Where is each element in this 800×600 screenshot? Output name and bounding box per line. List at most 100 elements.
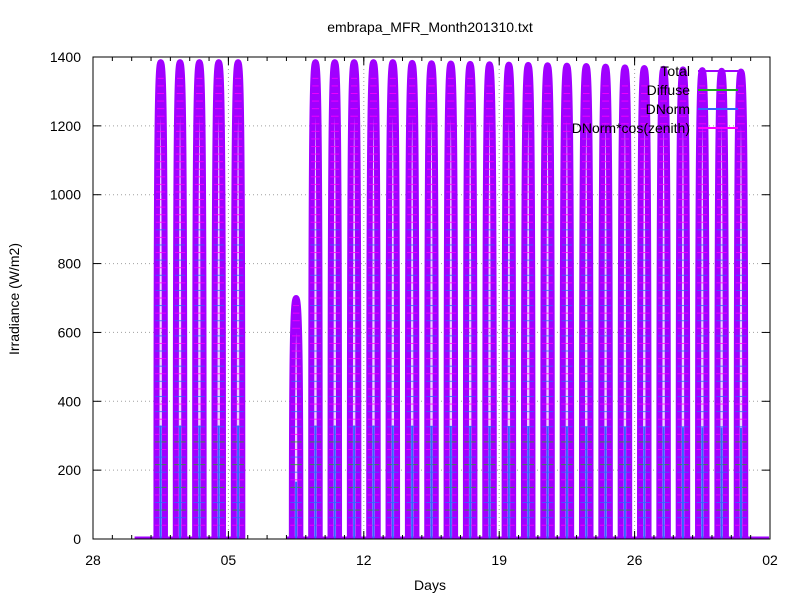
legend-entry-label: DNorm bbox=[646, 101, 690, 117]
x-tick-label: 28 bbox=[85, 552, 101, 568]
legend-entry-label: DNorm*cos(zenith) bbox=[572, 120, 690, 136]
day-band bbox=[327, 59, 343, 540]
day-band bbox=[617, 64, 633, 540]
x-tick-label: 26 bbox=[627, 552, 643, 568]
total-series-mark bbox=[559, 62, 575, 540]
y-tick-label: 1200 bbox=[50, 118, 81, 134]
y-tick-label: 600 bbox=[58, 324, 82, 340]
total-series-fill bbox=[429, 69, 434, 539]
total-series-mark bbox=[308, 59, 323, 540]
total-series-fill bbox=[158, 68, 163, 540]
total-series-fill bbox=[216, 68, 221, 540]
total-series-fill bbox=[448, 69, 454, 539]
total-series-mark bbox=[540, 62, 555, 540]
y-tick-label: 200 bbox=[58, 462, 82, 478]
plot-frame bbox=[92, 56, 771, 540]
y-tick-label: 1000 bbox=[50, 187, 81, 203]
total-series-fill bbox=[487, 70, 492, 539]
day-band bbox=[424, 60, 439, 540]
day-band bbox=[656, 65, 671, 540]
day-band bbox=[404, 59, 420, 540]
total-series-mark bbox=[424, 60, 439, 540]
chart-title: embrapa_MFR_Month201310.txt bbox=[327, 19, 533, 35]
total-series-mark bbox=[385, 59, 401, 540]
total-series-fill bbox=[313, 68, 318, 540]
total-series-fill bbox=[467, 69, 473, 539]
x-tick-label: 12 bbox=[356, 552, 372, 568]
day-band bbox=[385, 59, 401, 540]
total-series-mark bbox=[230, 59, 246, 540]
data-marks bbox=[134, 59, 770, 540]
day-band bbox=[288, 294, 304, 540]
y-tick-label: 1400 bbox=[50, 49, 81, 65]
total-series-fill bbox=[738, 77, 744, 540]
total-series-fill bbox=[525, 70, 531, 539]
total-series-mark bbox=[675, 66, 691, 540]
total-series-fill bbox=[700, 76, 705, 539]
x-axis-label: Days bbox=[414, 577, 446, 593]
day-band bbox=[172, 59, 188, 540]
total-series-mark bbox=[327, 59, 343, 540]
total-series-fill bbox=[390, 68, 396, 540]
day-band bbox=[520, 61, 536, 540]
day-band bbox=[598, 63, 613, 540]
total-series-mark bbox=[366, 59, 381, 540]
x-tick-label: 02 bbox=[762, 552, 778, 568]
total-series-mark bbox=[346, 59, 362, 540]
y-axis-label: Irradiance (W/m2) bbox=[6, 243, 22, 355]
day-band bbox=[153, 59, 168, 540]
total-series-fill bbox=[351, 68, 357, 540]
day-band bbox=[714, 67, 729, 540]
axis-ticks: 0 200 400 600 800 1000 1200 1400 28 05 12 19 26 02 bbox=[50, 49, 778, 568]
y-tick-label: 400 bbox=[58, 393, 82, 409]
total-series-fill bbox=[235, 68, 241, 540]
day-band bbox=[559, 62, 575, 540]
x-tick-label: 19 bbox=[491, 552, 507, 568]
day-band bbox=[443, 60, 459, 540]
total-series-mark bbox=[462, 60, 478, 540]
legend: Total Diffuse DNorm DNorm*cos(zenith) bbox=[572, 63, 738, 136]
day-band bbox=[230, 59, 246, 540]
total-series-mark bbox=[598, 63, 613, 540]
day-band bbox=[308, 59, 323, 540]
total-series-fill bbox=[177, 68, 183, 540]
day-band bbox=[540, 62, 555, 540]
legend-entry-label: Diffuse bbox=[647, 82, 691, 98]
total-series-fill bbox=[293, 304, 299, 539]
total-series-mark bbox=[656, 65, 671, 540]
day-band bbox=[211, 59, 226, 540]
y-tick-label: 800 bbox=[58, 256, 82, 272]
total-series-mark bbox=[501, 61, 517, 540]
total-series-fill bbox=[622, 73, 628, 539]
day-band bbox=[346, 59, 362, 540]
total-series-mark bbox=[404, 59, 420, 540]
total-series-fill bbox=[332, 68, 338, 540]
day-band bbox=[482, 61, 497, 540]
day-band bbox=[366, 59, 381, 540]
total-series-mark bbox=[617, 64, 633, 540]
x-tick-label: 05 bbox=[221, 552, 237, 568]
day-band bbox=[733, 68, 749, 540]
total-series-mark bbox=[482, 61, 497, 540]
total-series-fill bbox=[371, 68, 376, 540]
total-series-fill bbox=[642, 74, 647, 539]
total-series-fill bbox=[506, 70, 512, 540]
total-series-mark bbox=[172, 59, 188, 540]
day-band bbox=[695, 67, 710, 540]
day-band bbox=[578, 62, 594, 540]
y-tick-label: 0 bbox=[73, 531, 81, 547]
total-series-mark bbox=[443, 60, 459, 540]
day-band bbox=[462, 60, 478, 540]
total-series-mark bbox=[211, 59, 226, 540]
total-series-fill bbox=[197, 68, 202, 540]
day-band bbox=[501, 61, 517, 540]
total-series-fill bbox=[661, 74, 666, 539]
total-series-mark bbox=[288, 294, 304, 540]
total-series-mark bbox=[520, 61, 536, 540]
day-band bbox=[675, 66, 691, 540]
total-series-mark bbox=[192, 59, 207, 540]
legend-entry-label: Total bbox=[660, 63, 690, 79]
total-series-fill bbox=[719, 76, 724, 540]
day-band bbox=[637, 65, 652, 540]
